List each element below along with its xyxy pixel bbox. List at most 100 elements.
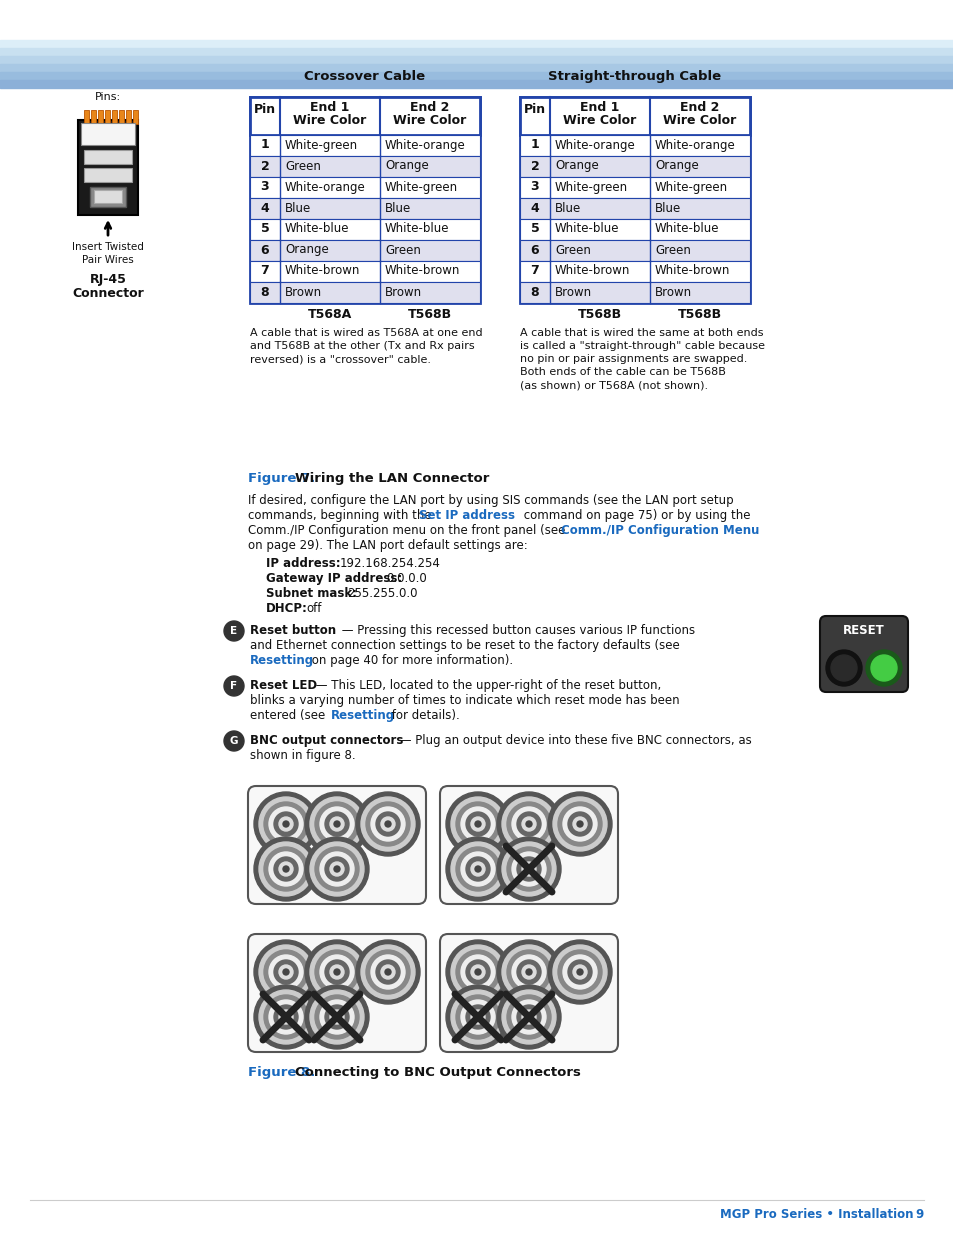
Circle shape [465, 1005, 490, 1029]
Circle shape [577, 969, 582, 974]
Text: 3: 3 [530, 180, 538, 194]
Circle shape [471, 1010, 484, 1024]
Text: 6: 6 [260, 243, 269, 257]
Bar [132, 110, 138, 124]
Text: Wire Color: Wire Color [662, 114, 736, 127]
Text: — Pressing this recessed button causes various IP functions: — Pressing this recessed button causes v… [337, 624, 695, 637]
Circle shape [460, 806, 495, 841]
FancyBboxPatch shape [248, 785, 426, 904]
Text: Blue: Blue [555, 201, 580, 215]
Text: G: G [230, 736, 238, 746]
Text: and T568B at the other (Tx and Rx pairs: and T568B at the other (Tx and Rx pairs [250, 341, 475, 351]
Text: E: E [231, 626, 237, 636]
Circle shape [274, 960, 297, 984]
Circle shape [446, 986, 510, 1049]
Circle shape [497, 986, 560, 1049]
Circle shape [334, 969, 339, 974]
Bar [519, 98, 749, 135]
Circle shape [497, 940, 560, 1004]
Text: Blue: Blue [655, 201, 680, 215]
Text: Pair Wires: Pair Wires [82, 254, 133, 266]
Circle shape [310, 797, 364, 851]
Circle shape [330, 965, 344, 979]
Text: DHCP:: DHCP: [266, 601, 308, 615]
Text: 1: 1 [260, 138, 269, 152]
Text: Wire Color: Wire Color [294, 114, 366, 127]
Bar [250, 98, 479, 135]
Circle shape [330, 818, 344, 831]
Circle shape [283, 866, 289, 872]
Circle shape [224, 676, 244, 697]
Text: reversed) is a "crossover" cable.: reversed) is a "crossover" cable. [250, 354, 431, 364]
Bar [250, 261, 479, 282]
Circle shape [283, 821, 289, 827]
Text: White-green: White-green [385, 180, 457, 194]
Text: White-blue: White-blue [655, 222, 719, 236]
Circle shape [573, 965, 586, 979]
Text: Blue: Blue [385, 201, 411, 215]
Circle shape [512, 852, 545, 885]
Circle shape [517, 1005, 540, 1029]
Circle shape [512, 1000, 545, 1034]
Text: 8: 8 [260, 285, 269, 299]
Bar [519, 240, 749, 261]
Circle shape [305, 986, 369, 1049]
Circle shape [567, 811, 592, 836]
Circle shape [512, 806, 545, 841]
Bar [250, 135, 479, 156]
Circle shape [517, 960, 540, 984]
Circle shape [830, 655, 856, 680]
FancyBboxPatch shape [439, 934, 618, 1052]
Circle shape [506, 802, 551, 846]
Text: White-blue: White-blue [385, 222, 449, 236]
Circle shape [451, 945, 504, 999]
Text: (as shown) or T568A (not shown).: (as shown) or T568A (not shown). [519, 380, 707, 390]
Text: 192.168.254.254: 192.168.254.254 [339, 557, 440, 571]
Bar [94, 190, 122, 203]
Circle shape [319, 1000, 354, 1034]
Text: Reset LED: Reset LED [250, 679, 316, 692]
Text: T568B: T568B [678, 308, 721, 321]
Circle shape [562, 806, 597, 841]
Text: Wire Color: Wire Color [563, 114, 636, 127]
Text: and Ethernet connection settings to be reset to the factory defaults (see: and Ethernet connection settings to be r… [250, 638, 679, 652]
Circle shape [446, 792, 510, 856]
Bar [0, 40, 953, 48]
Text: Brown: Brown [555, 285, 592, 299]
Bar [112, 110, 117, 124]
Bar [250, 219, 479, 240]
Circle shape [264, 802, 308, 846]
Circle shape [446, 940, 510, 1004]
Text: 0.0.0.0: 0.0.0.0 [386, 572, 426, 585]
Text: Brown: Brown [285, 285, 322, 299]
Circle shape [475, 1014, 480, 1020]
Text: on page 40 for more information).: on page 40 for more information). [308, 655, 513, 667]
Bar [250, 198, 479, 219]
Circle shape [558, 950, 601, 994]
Text: 6: 6 [530, 243, 538, 257]
Text: Figure 7.: Figure 7. [248, 472, 314, 485]
Text: End 2: End 2 [679, 101, 719, 114]
Bar [519, 135, 749, 156]
Text: 255.255.0.0: 255.255.0.0 [347, 587, 417, 600]
Text: T568B: T568B [408, 308, 452, 321]
Circle shape [325, 960, 349, 984]
Circle shape [525, 821, 532, 827]
Text: MGP Pro Series • Installation: MGP Pro Series • Installation [720, 1208, 913, 1221]
Circle shape [258, 797, 313, 851]
Circle shape [465, 960, 490, 984]
Circle shape [355, 940, 419, 1004]
Text: Wire Color: Wire Color [393, 114, 466, 127]
Bar [84, 149, 132, 164]
Circle shape [305, 792, 369, 856]
Text: 5: 5 [260, 222, 269, 236]
Circle shape [525, 1014, 532, 1020]
FancyBboxPatch shape [820, 616, 907, 692]
Circle shape [501, 945, 556, 999]
Bar [0, 48, 953, 56]
Circle shape [865, 650, 901, 685]
Text: White-brown: White-brown [385, 264, 460, 278]
Circle shape [264, 847, 308, 890]
Circle shape [497, 792, 560, 856]
Text: 2: 2 [260, 159, 269, 173]
